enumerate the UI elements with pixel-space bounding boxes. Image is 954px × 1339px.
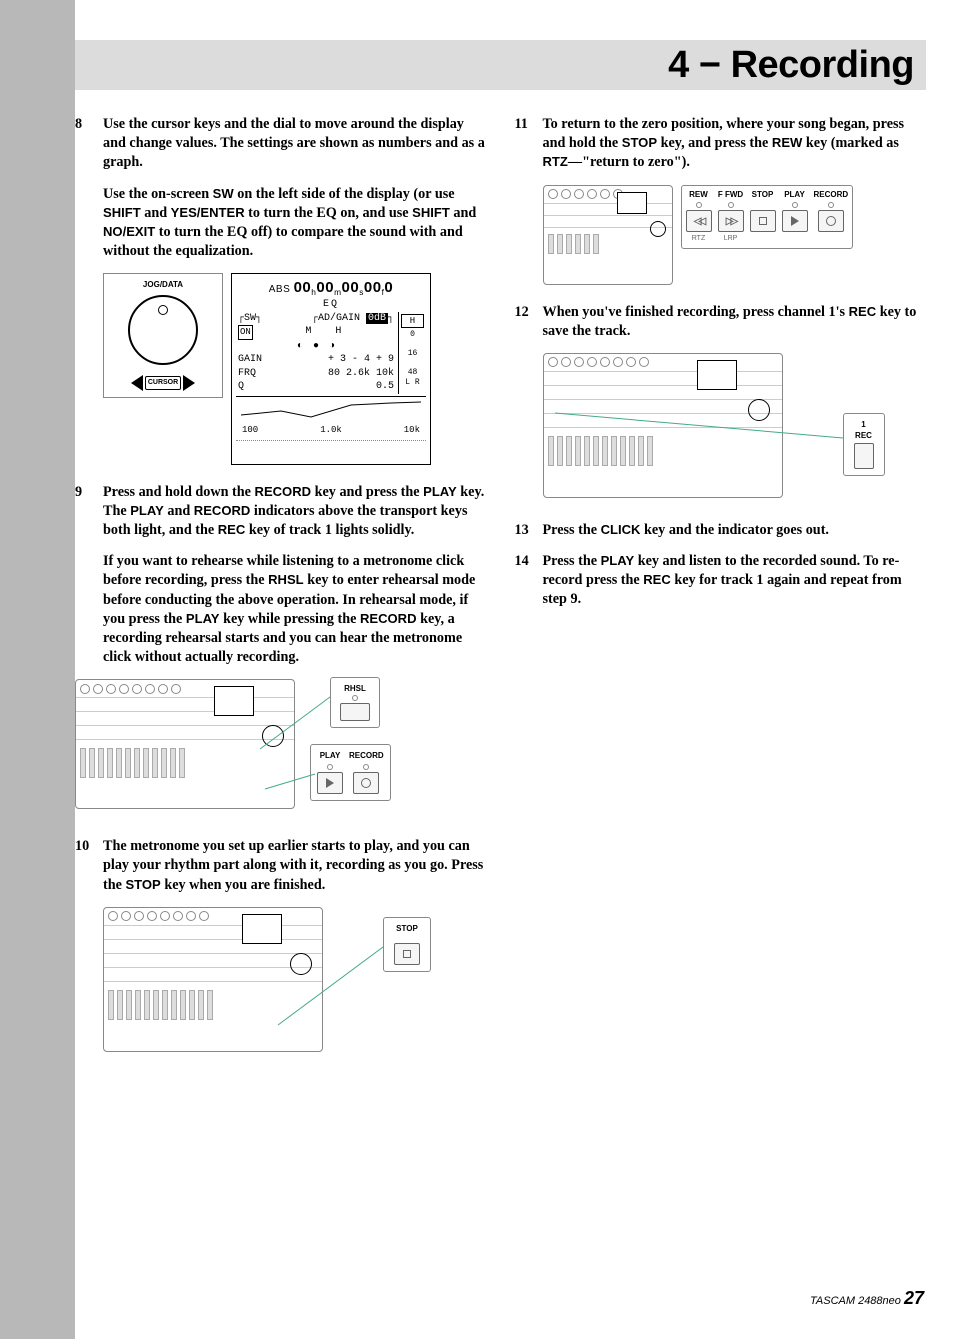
channel-num: 1 (854, 420, 874, 431)
jog-label: JOG/DATA (110, 280, 216, 291)
figure-step8: JOG/DATA CURSOR ABS 00h00m00s00f0 EQ ┌SW… (103, 273, 487, 465)
record-label: RECORD (814, 190, 849, 201)
rec-button-icon (854, 443, 874, 469)
meter-16: 16 (399, 349, 426, 360)
lcd-h-box: H (401, 314, 424, 328)
rec-callout: 1 REC (843, 413, 885, 477)
step-13: 13 Press the CLICK key and the indicator… (515, 521, 927, 540)
lrp-label: LRP (724, 234, 738, 243)
lcd-display: ABS 00h00m00s00f0 EQ ┌SW┐ ┌AD/GAIN 0dB┐ … (231, 273, 431, 465)
step-body: The metronome you set up earlier starts … (103, 837, 487, 895)
step10-p1: The metronome you set up earlier starts … (103, 837, 487, 895)
step-10: 10 The metronome you set up earlier star… (75, 837, 487, 895)
page-number: 27 (904, 1288, 924, 1308)
ffwd-label: F FWD (718, 190, 743, 201)
stop-icon (403, 950, 411, 958)
jog-cursor-panel: JOG/DATA CURSOR (103, 273, 223, 398)
record-icon (826, 216, 836, 226)
step8-p2: Use the on-screen SW on the left side of… (103, 185, 487, 262)
lcd-row-frq: FRQ 80 2.6k 10k (236, 367, 396, 381)
step-12: 12 When you've finished recording, press… (515, 303, 927, 341)
step-body: Press and hold down the RECORD key and p… (103, 483, 487, 668)
device-panel (543, 353, 783, 498)
step-14: 14 Press the PLAY key and listen to the … (515, 552, 927, 610)
lcd-xaxis: 100 1.0k 10k (236, 424, 426, 436)
right-column: 11 To return to the zero position, where… (515, 115, 927, 1075)
rtz-label: RTZ (692, 234, 705, 243)
left-column: 8 Use the cursor keys and the dial to mo… (75, 115, 487, 1075)
play-record-callout: PLAY RECORD (310, 744, 391, 801)
lcd-row-gain: GAIN+ 3 - 4 + 9 (236, 353, 396, 367)
cursor-left-icon (131, 375, 143, 391)
product-name: TASCAM 2488neo (810, 1295, 901, 1307)
device-panel (103, 907, 323, 1052)
lcd-eq-graph (236, 396, 426, 424)
step-11: 11 To return to the zero position, where… (515, 115, 927, 173)
device-panel (75, 679, 295, 809)
step-body: To return to the zero position, where yo… (543, 115, 927, 173)
lcd-eq-title: EQ (236, 298, 426, 312)
record-label: RECORD (349, 751, 384, 762)
step-number: 11 (515, 115, 543, 173)
step-8: 8 Use the cursor keys and the dial to mo… (75, 115, 487, 261)
play-icon (791, 216, 799, 226)
play-label: PLAY (320, 751, 341, 762)
step-number: 14 (515, 552, 543, 610)
step-number: 9 (75, 483, 103, 668)
rhsl-label: RHSL (337, 684, 373, 695)
step-number: 13 (515, 521, 543, 540)
lcd-row-dials: ◐●◑ (236, 340, 396, 354)
device-panel (543, 185, 673, 285)
stop-callout: STOP (383, 917, 431, 972)
play-label: PLAY (784, 190, 805, 201)
jog-dial-icon (128, 295, 198, 365)
lcd-row-q: Q 0.5 (236, 380, 396, 394)
cursor-label: CURSOR (145, 376, 181, 389)
record-icon (361, 778, 371, 788)
step-body: Press the CLICK key and the indicator go… (543, 521, 927, 540)
step12-p1: When you've finished recording, press ch… (543, 303, 927, 341)
step11-p1: To return to the zero position, where yo… (543, 115, 927, 173)
step-number: 10 (75, 837, 103, 895)
step13-p1: Press the CLICK key and the indicator go… (543, 521, 927, 540)
cursor-right-icon (183, 375, 195, 391)
step14-p1: Press the PLAY key and listen to the rec… (543, 552, 927, 610)
step-body: Use the cursor keys and the dial to move… (103, 115, 487, 261)
meter-lr: L R (399, 378, 426, 389)
lcd-row-on: ON M H (236, 325, 396, 339)
step-body: Press the PLAY key and listen to the rec… (543, 552, 927, 610)
figure-step11: REW ◁◁ RTZ F FWD ▷▷ LRP STOP (543, 185, 927, 285)
rew-label: REW (689, 190, 708, 201)
cursor-cluster: CURSOR (110, 375, 216, 391)
step9-p1: Press and hold down the RECORD key and p… (103, 483, 487, 541)
ffwd-icon: ▷▷ (726, 215, 735, 229)
figure-step12: 1 REC (543, 353, 927, 503)
rew-icon: ◁◁ (694, 215, 703, 229)
step-number: 12 (515, 303, 543, 341)
step-number: 8 (75, 115, 103, 261)
page-footer: TASCAM 2488neo 27 (810, 1288, 924, 1309)
rhsl-callout: RHSL (330, 677, 380, 728)
rec-label: REC (854, 431, 874, 442)
step8-p1: Use the cursor keys and the dial to move… (103, 115, 487, 173)
stop-label: STOP (390, 924, 424, 935)
left-sidebar (0, 0, 75, 1339)
meter-0: 0 (399, 330, 426, 341)
lcd-row-adgain: ┌SW┐ ┌AD/GAIN 0dB┐ (236, 312, 396, 326)
figure-step9: RHSL PLAY RECORD (75, 679, 487, 819)
step9-p2: If you want to rehearse while listening … (103, 552, 487, 667)
figure-step10: STOP (103, 907, 487, 1057)
lcd-time: ABS 00h00m00s00f0 (236, 278, 426, 298)
play-icon (326, 778, 334, 788)
step-body: When you've finished recording, press ch… (543, 303, 927, 341)
chapter-title: 4 − Recording (668, 44, 914, 87)
stop-label: STOP (752, 190, 774, 201)
meter-48: 48 (399, 368, 426, 379)
step-9: 9 Press and hold down the RECORD key and… (75, 483, 487, 668)
stop-icon (759, 217, 767, 225)
transport-panel: REW ◁◁ RTZ F FWD ▷▷ LRP STOP (681, 185, 854, 249)
chapter-header: 4 − Recording (75, 40, 926, 90)
content-columns: 8 Use the cursor keys and the dial to mo… (75, 115, 926, 1075)
